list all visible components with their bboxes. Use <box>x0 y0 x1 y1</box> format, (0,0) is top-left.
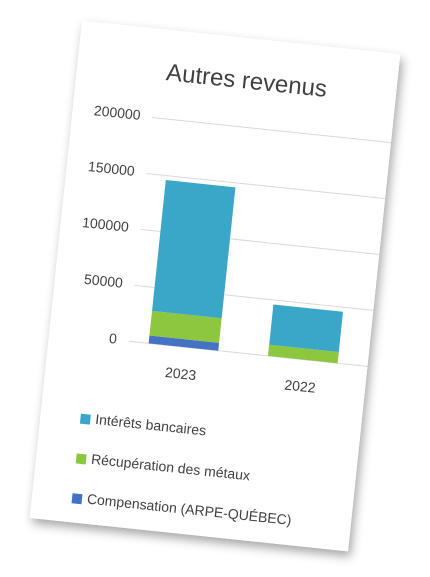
y-tick-label: 150000 <box>87 158 135 179</box>
y-tick-label: 100000 <box>81 214 129 235</box>
grid-line <box>152 117 392 144</box>
legend-swatch <box>79 413 91 425</box>
bar-segment <box>152 180 236 319</box>
bar-segment <box>267 344 339 364</box>
y-tick-label: 200000 <box>93 102 141 123</box>
card: Autres revenus 0500001000001500002000002… <box>29 20 401 552</box>
legend-swatch <box>75 453 87 465</box>
y-tick-label: 50000 <box>83 271 124 291</box>
bar-segment <box>269 304 344 353</box>
bar-segment <box>149 310 222 343</box>
x-tick-label: 2022 <box>284 377 317 396</box>
bar-segment <box>148 335 220 351</box>
x-tick-label: 2023 <box>164 364 197 383</box>
legend-swatch <box>71 493 83 505</box>
grid-line <box>146 172 386 200</box>
y-tick-label: 0 <box>108 330 118 347</box>
